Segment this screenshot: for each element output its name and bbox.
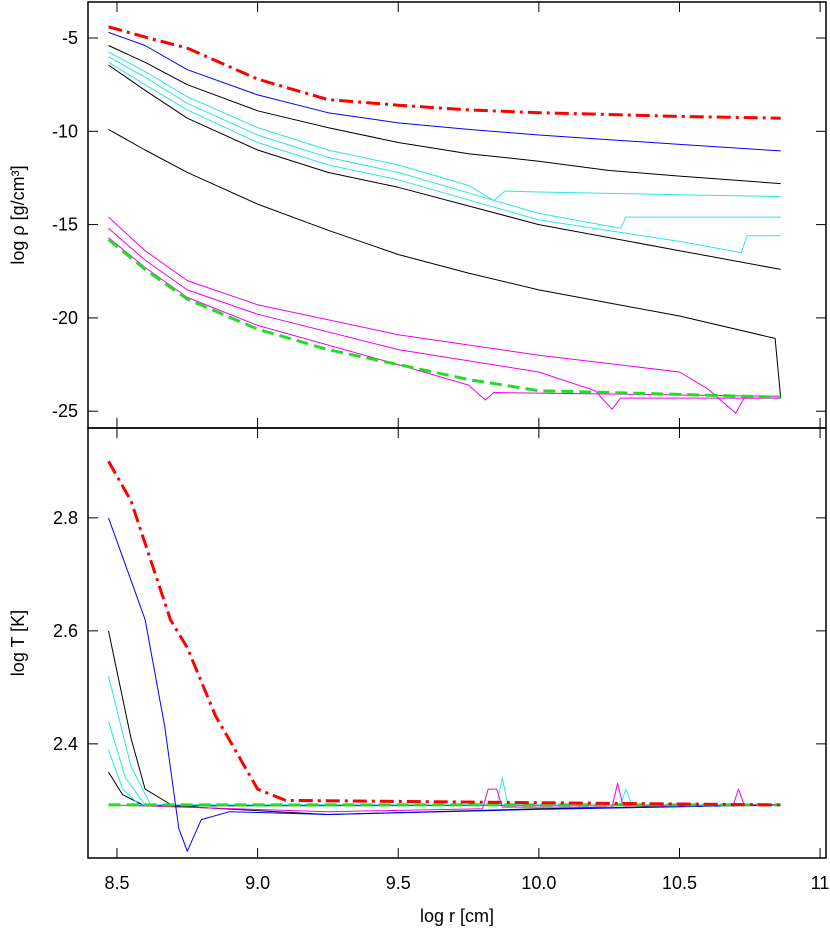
x-tick-label: 8.5 (104, 873, 129, 893)
series-line (108, 31, 781, 152)
series-line (107, 460, 781, 807)
plot-frame (87, 427, 827, 859)
x-tick-label: 10.5 (662, 873, 697, 893)
y-axis-label: log ρ [g/cm³] (8, 165, 28, 264)
series-line (108, 61, 781, 254)
y-tick-label: 2.8 (53, 508, 78, 528)
y-tick-label: -20 (52, 308, 78, 328)
series-line (108, 216, 781, 414)
series-line (108, 782, 781, 813)
series-line (107, 238, 781, 399)
series-line (108, 630, 781, 815)
series-line (108, 51, 781, 201)
x-tick-label: 11 (811, 873, 830, 893)
series-line (108, 721, 781, 806)
y-tick-label: -15 (52, 215, 78, 235)
plot-frame (87, 1, 827, 429)
series-line (108, 517, 781, 852)
y-tick-label: -10 (52, 121, 78, 141)
y-tick-label: 2.4 (53, 734, 78, 754)
series-line (108, 128, 782, 399)
y-tick-label: -25 (52, 401, 78, 421)
y-tick-label: -5 (62, 28, 78, 48)
y-axis-label: log T [K] (8, 610, 28, 676)
series-line (108, 749, 781, 806)
series-line (108, 771, 781, 807)
series-line (108, 45, 781, 185)
x-tick-label: 9.5 (386, 873, 411, 893)
series-line (108, 227, 781, 410)
series-line (108, 56, 781, 229)
x-axis-label: log r [cm] (420, 906, 494, 926)
x-tick-label: 9.0 (245, 873, 270, 893)
y-tick-label: 2.6 (53, 621, 78, 641)
series-line (108, 64, 781, 270)
x-tick-label: 10.0 (521, 873, 556, 893)
series-line (108, 675, 781, 806)
series-line (108, 25, 781, 120)
series-line (108, 237, 781, 401)
